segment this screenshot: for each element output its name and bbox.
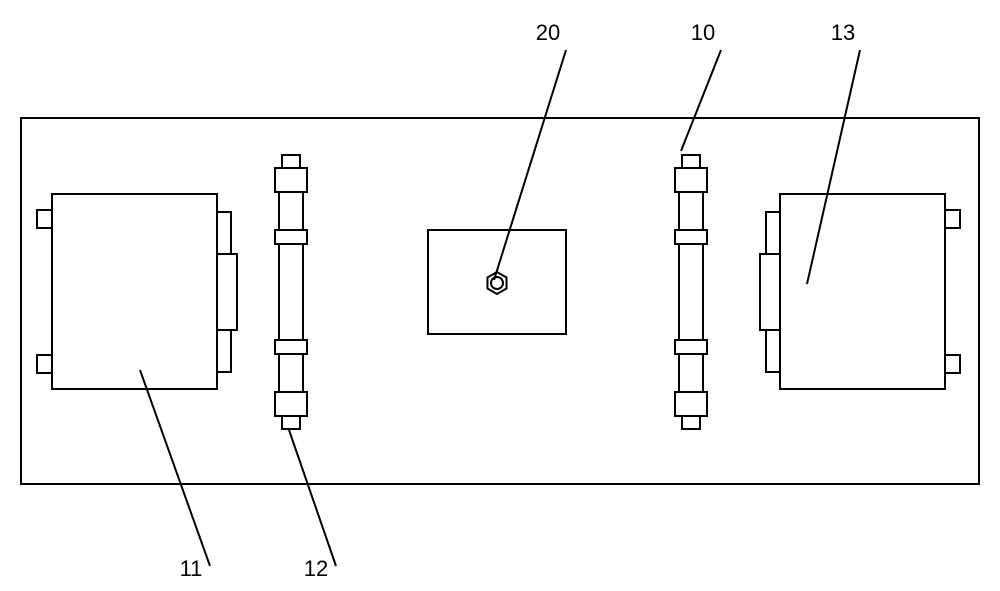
label-L12: 12 [304, 556, 328, 581]
right-block-body [780, 194, 945, 389]
right-block-bracket-tab-1 [766, 330, 780, 372]
vbar-right-notch-1 [675, 230, 707, 244]
diagram-canvas: 10 20 13 11 12 [0, 0, 1000, 591]
vbar-left-end-bottom [275, 392, 307, 416]
left-block-body [52, 194, 217, 389]
label-L20: 20 [536, 20, 560, 45]
vbar-right-cap-bottom [682, 416, 700, 429]
vbar-right-body [679, 192, 703, 392]
label-L13: 13 [831, 20, 855, 45]
label-L11: 11 [180, 556, 203, 581]
vbar-left-cap-bottom [282, 416, 300, 429]
vbar-right-end-top [675, 168, 707, 192]
vbar-right-notch-2 [675, 340, 707, 354]
left-block-outer-tab-1 [37, 355, 52, 373]
left-block-bracket-tab-0 [217, 212, 231, 254]
vbar-right-end-bottom [675, 392, 707, 416]
left-block-bracket [217, 254, 237, 330]
right-block-outer-tab-1 [945, 355, 960, 373]
left-block-outer-tab-0 [37, 210, 52, 228]
vbar-right-cap-top [682, 155, 700, 168]
label-L10: 10 [691, 20, 715, 45]
right-block-bracket [760, 254, 780, 330]
center-nut-hole [491, 277, 503, 289]
right-block-bracket-tab-0 [766, 212, 780, 254]
vbar-left-body [279, 192, 303, 392]
vbar-left-cap-top [282, 155, 300, 168]
vbar-left-notch-2 [275, 340, 307, 354]
left-block-bracket-tab-1 [217, 330, 231, 372]
right-block-outer-tab-0 [945, 210, 960, 228]
vbar-left-end-top [275, 168, 307, 192]
vbar-left-notch-1 [275, 230, 307, 244]
